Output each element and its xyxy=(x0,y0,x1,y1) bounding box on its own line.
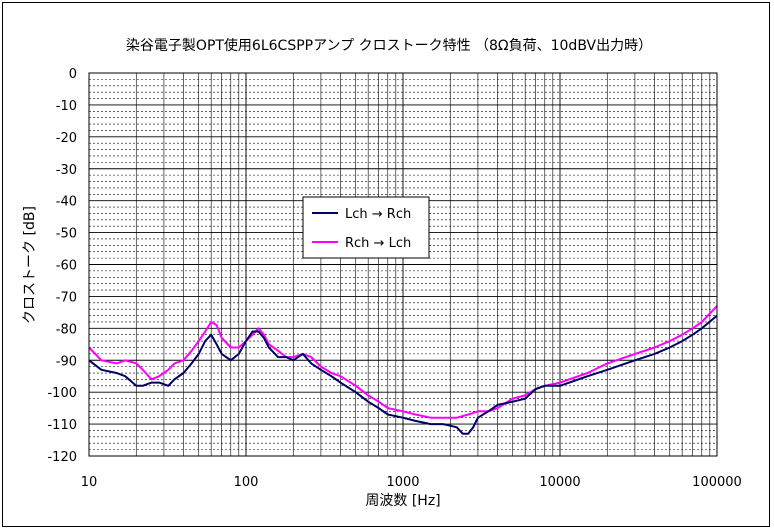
y-tick-label: -30 xyxy=(56,163,77,178)
x-tick-label: 1000 xyxy=(386,475,419,490)
y-tick-label: -90 xyxy=(56,354,77,369)
x-tick-label: 10 xyxy=(81,475,98,490)
y-tick-label: -110 xyxy=(47,418,77,433)
y-tick-label: -120 xyxy=(47,450,77,465)
y-tick-label: -80 xyxy=(56,322,77,337)
series-layer xyxy=(88,305,718,435)
x-tick-label: 10000 xyxy=(539,475,580,490)
y-tick-label: -20 xyxy=(56,131,77,146)
y-tick-label: 0 xyxy=(69,67,77,82)
y-axis-ticks: 0 -10 -20 -30 -40 -50 -60 -70 -80 -90 -100 -110 -120 xyxy=(47,67,77,465)
plot-border xyxy=(88,72,718,457)
y-axis-label: クロストーク [dB] xyxy=(22,206,38,324)
legend-box xyxy=(302,196,430,259)
legend-label-rch-lch: Rch → Lch xyxy=(345,236,411,251)
x-tick-label: 100000 xyxy=(692,475,742,490)
x-tick-label: 100 xyxy=(234,475,259,490)
y-tick-label: -100 xyxy=(47,386,77,401)
y-tick-label: -50 xyxy=(56,227,77,242)
x-axis-ticks: 10 100 1000 10000 100000 xyxy=(81,475,742,490)
y-tick-label: -70 xyxy=(56,290,77,305)
chart-title: 染谷電子製OPT使用6L6CSPPアンプ クロストーク特性 （8Ω負荷、10dB… xyxy=(126,37,652,54)
y-tick-label: -10 xyxy=(56,99,77,114)
legend-label-lch-rch: Lch → Rch xyxy=(345,207,411,222)
x-axis-label: 周波数 [Hz] xyxy=(365,493,440,509)
y-tick-label: -60 xyxy=(56,259,77,274)
legend: Lch → Rch Rch → Lch xyxy=(302,196,430,259)
y-tick-label: -40 xyxy=(56,195,77,210)
series-line-lch-rch xyxy=(88,314,718,435)
